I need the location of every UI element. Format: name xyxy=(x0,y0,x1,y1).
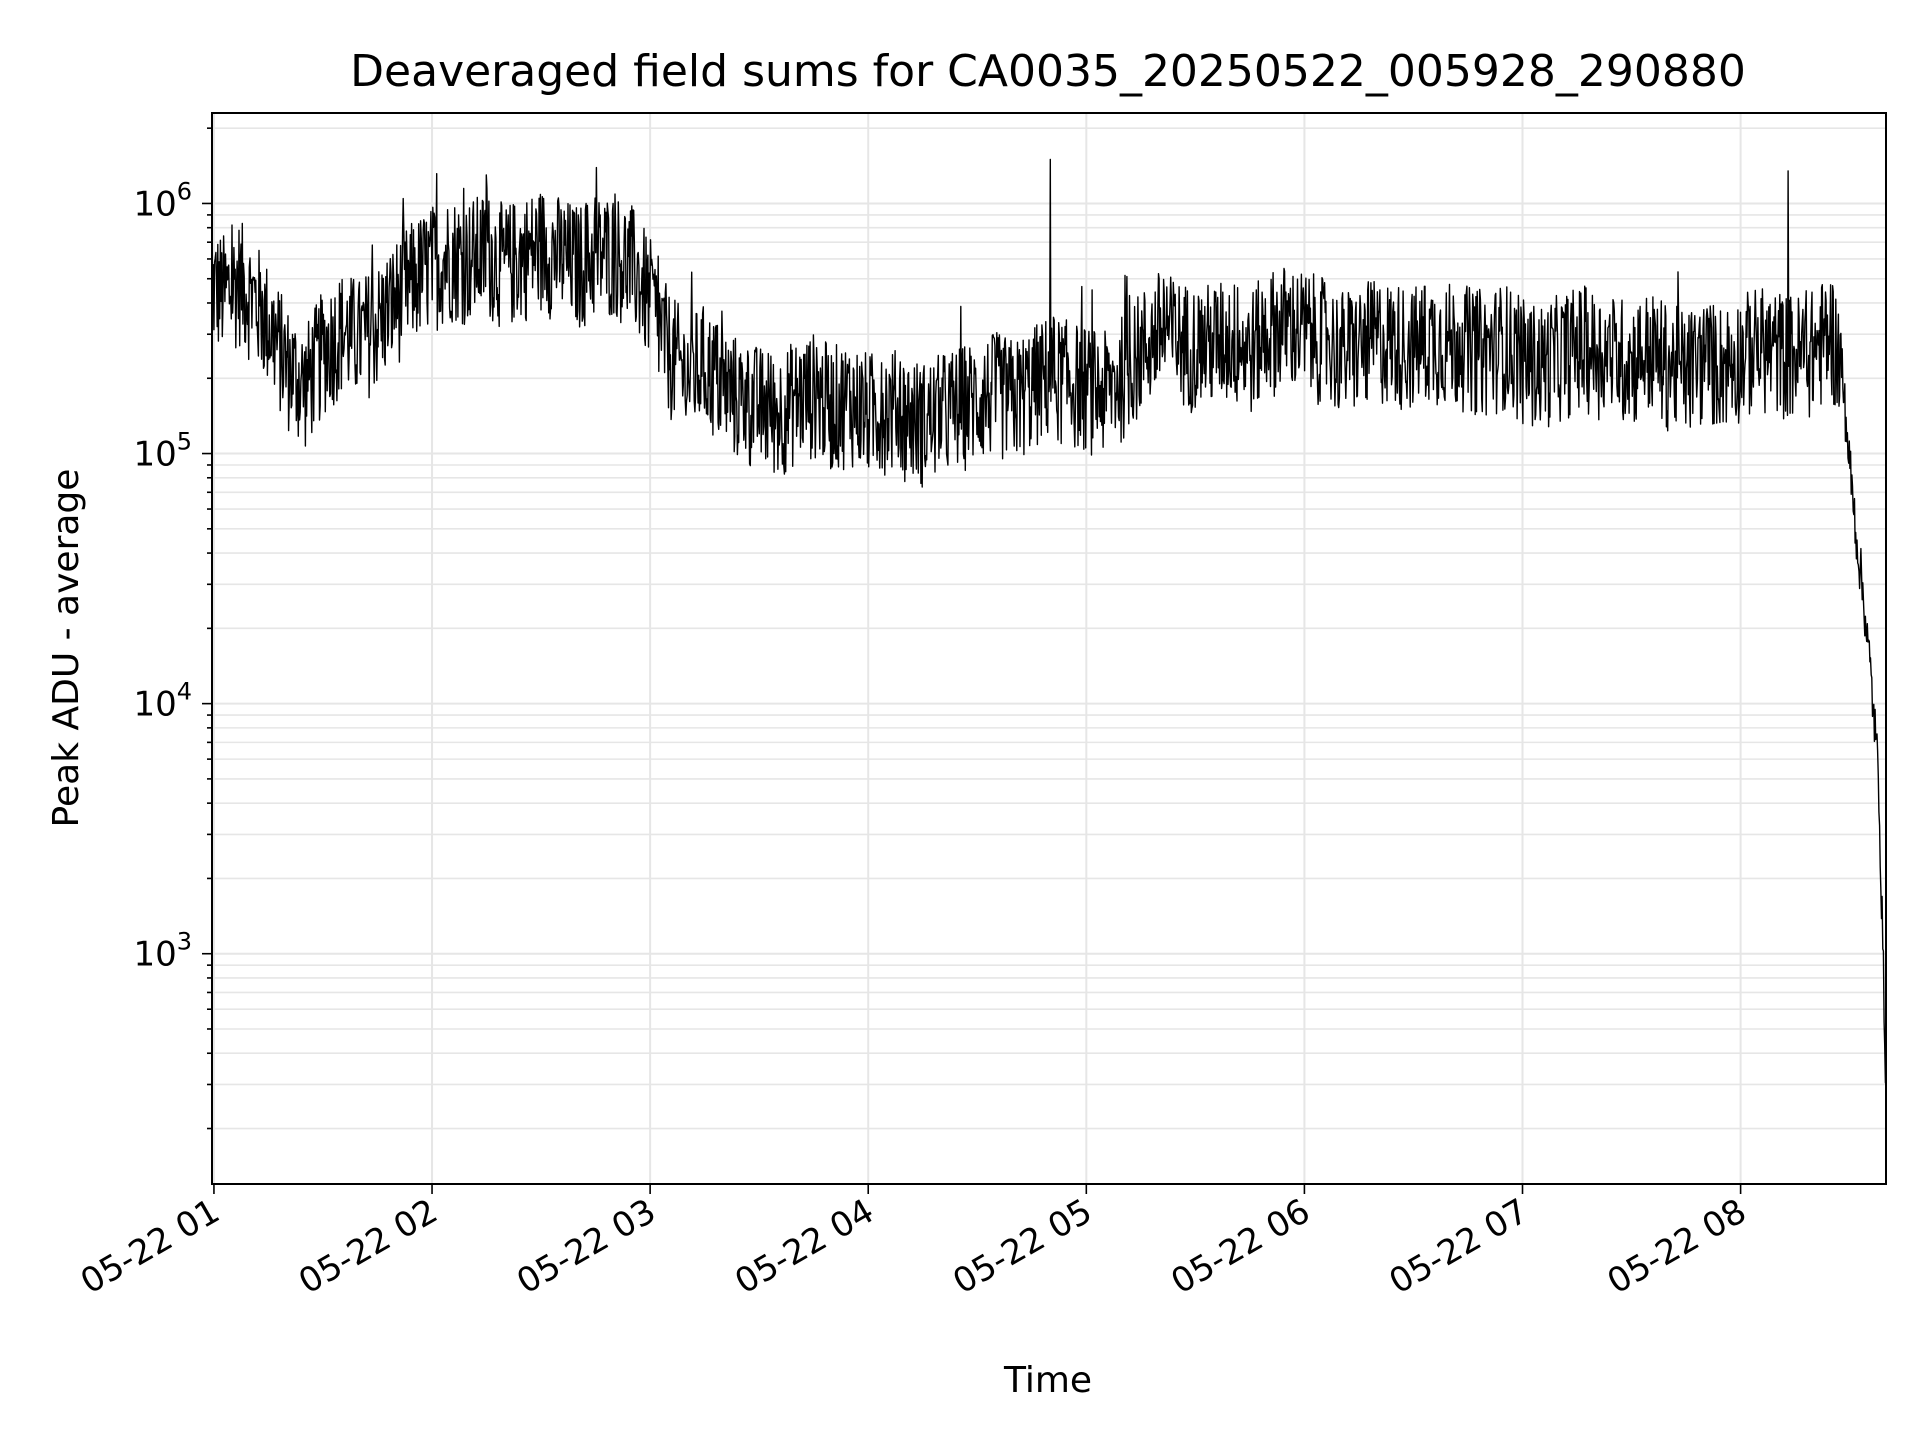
x-axis-title: Time xyxy=(1003,1360,1092,1401)
x-tick-label: 05-22 08 xyxy=(1601,1191,1753,1302)
x-tick-label: 05-22 04 xyxy=(728,1191,880,1302)
series-line xyxy=(211,158,1887,1085)
x-tick-label: 05-22 06 xyxy=(1165,1191,1317,1302)
x-tick-label: 05-22 02 xyxy=(292,1191,444,1302)
y-tick-label: 106 xyxy=(133,177,192,224)
x-tick-label: 05-22 01 xyxy=(74,1191,226,1302)
series-group xyxy=(211,158,1887,1085)
y-tick-label: 104 xyxy=(133,678,192,725)
grid-lines xyxy=(212,113,1886,1184)
x-tick-label: 05-22 07 xyxy=(1383,1191,1535,1302)
chart-title: Deaveraged field sums for CA0035_2025052… xyxy=(350,46,1746,97)
y-tick-label: 105 xyxy=(133,428,192,475)
y-axis: 103 104 105 106 xyxy=(133,127,212,1130)
x-tick-label: 05-22 05 xyxy=(946,1191,1098,1302)
plot-frame xyxy=(211,112,1887,1185)
y-tick-label: 103 xyxy=(133,928,192,975)
x-tick-label: 05-22 03 xyxy=(510,1191,662,1302)
y-axis-title: Peak ADU - average xyxy=(46,469,87,828)
x-axis: 05-22 01 05-22 02 05-22 03 05-22 04 05-22 05… xyxy=(74,1184,1753,1302)
